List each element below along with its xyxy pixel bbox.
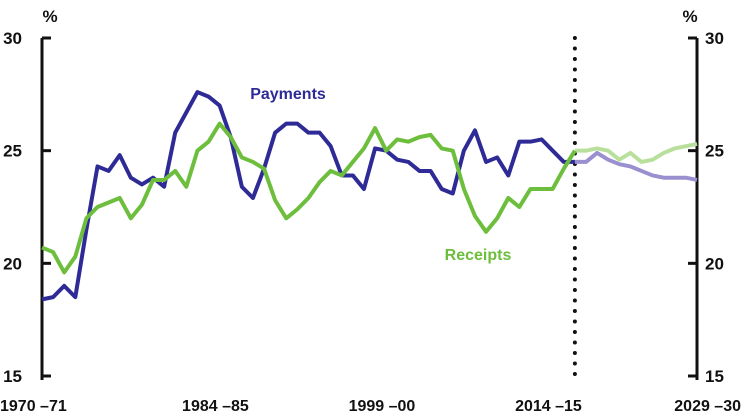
x-tick-label: 2014 –15 [515,398,582,415]
y-tick-label-left: 30 [3,29,22,48]
receipts-line [41,121,577,275]
y-tick-label-left: 15 [3,367,22,386]
x-tick-label: 1970 –71 [0,398,67,415]
y-tick-label-right: 20 [705,254,724,273]
x-tick-label: 1984 –85 [182,398,249,415]
payments-line [41,90,575,302]
y-axis-unit-left: % [42,7,57,26]
x-tick-label: 2029 –30 [674,398,741,415]
x-tick-label: 1999 –00 [349,398,416,415]
receipts-label: Receipts [445,247,512,264]
y-tick-label-right: 30 [705,29,724,48]
y-axis-unit-right: % [682,7,697,26]
y-tick-label-right: 25 [705,142,724,161]
y-tick-label-right: 15 [705,367,724,386]
y-tick-label-left: 20 [3,254,22,273]
payments-label: Payments [250,86,326,103]
receipts-projection-line [574,141,698,164]
payments-projection-line [574,150,698,182]
y-tick-label-left: 25 [3,142,22,161]
